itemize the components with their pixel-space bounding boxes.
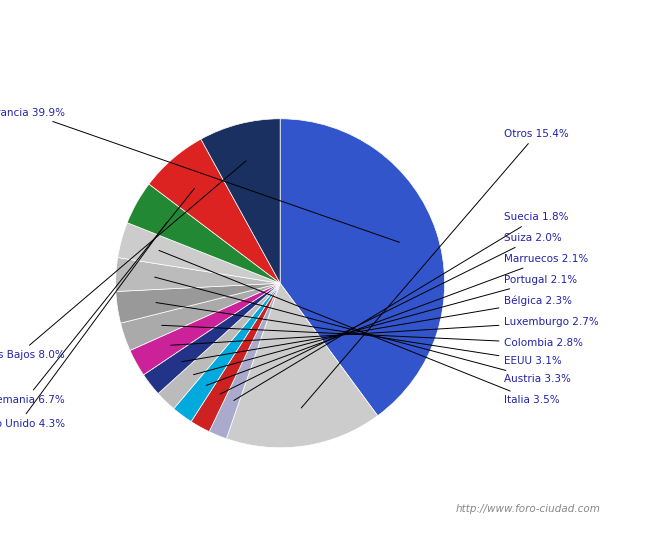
- Wedge shape: [144, 283, 280, 394]
- Wedge shape: [174, 283, 280, 421]
- Wedge shape: [149, 139, 280, 283]
- Text: Italia 3.5%: Italia 3.5%: [159, 250, 560, 405]
- Text: Marruecos 2.1%: Marruecos 2.1%: [206, 254, 589, 386]
- Wedge shape: [201, 119, 280, 283]
- Wedge shape: [120, 283, 280, 350]
- Text: Suecia 1.8%: Suecia 1.8%: [234, 212, 569, 400]
- Text: Países Bajos 8.0%: Países Bajos 8.0%: [0, 161, 246, 360]
- Text: Francia 39.9%: Francia 39.9%: [0, 108, 399, 243]
- Text: Otros 15.4%: Otros 15.4%: [301, 129, 569, 408]
- Wedge shape: [158, 283, 280, 409]
- Text: Luxemburgo 2.7%: Luxemburgo 2.7%: [171, 317, 599, 345]
- Text: Colombia 2.8%: Colombia 2.8%: [162, 325, 584, 348]
- Wedge shape: [191, 283, 280, 432]
- Wedge shape: [116, 283, 280, 323]
- Wedge shape: [127, 184, 280, 283]
- Wedge shape: [280, 119, 445, 416]
- Text: Suiza 2.0%: Suiza 2.0%: [220, 233, 562, 394]
- Text: Austria 3.3%: Austria 3.3%: [155, 277, 571, 384]
- Text: Huesca - Turistas extranjeros según país - Abril de 2024: Huesca - Turistas extranjeros según país…: [63, 15, 587, 34]
- Wedge shape: [116, 257, 280, 292]
- Wedge shape: [130, 283, 280, 375]
- Text: EEUU 3.1%: EEUU 3.1%: [156, 302, 562, 366]
- Text: http://www.foro-ciudad.com: http://www.foro-ciudad.com: [455, 504, 600, 514]
- Text: Bélgica 2.3%: Bélgica 2.3%: [182, 296, 573, 362]
- Text: Reino Unido 4.3%: Reino Unido 4.3%: [0, 223, 166, 429]
- Text: Alemania 6.7%: Alemania 6.7%: [0, 189, 194, 405]
- Wedge shape: [209, 283, 280, 439]
- Wedge shape: [118, 223, 280, 283]
- Wedge shape: [226, 283, 378, 448]
- Text: Portugal 2.1%: Portugal 2.1%: [194, 275, 578, 375]
